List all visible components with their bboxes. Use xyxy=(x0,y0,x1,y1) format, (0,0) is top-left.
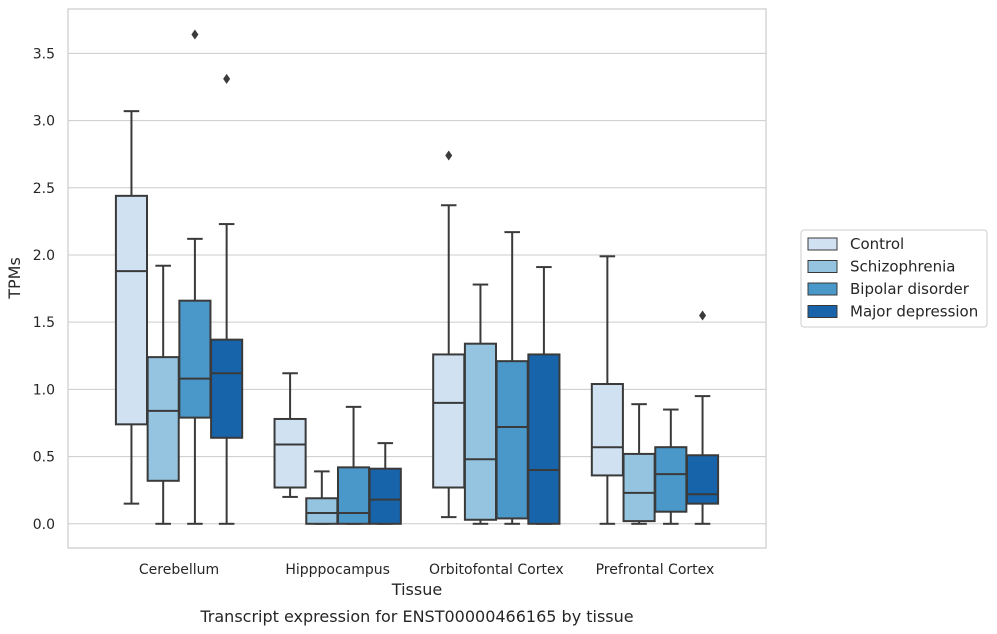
box-0-2 xyxy=(178,29,212,525)
box-1-2 xyxy=(336,405,371,525)
iqr-box xyxy=(495,360,529,520)
legend-label: Schizophrenia xyxy=(850,258,955,276)
box-3-1 xyxy=(622,403,656,525)
x-tick-label: Hipppocampus xyxy=(285,562,390,578)
box-2-3 xyxy=(527,266,561,525)
y-tick-label: 2.0 xyxy=(33,248,55,264)
legend-swatch xyxy=(807,260,838,273)
iqr-box xyxy=(146,356,180,482)
legend-label: Bipolar disorder xyxy=(850,280,970,298)
box-1-3 xyxy=(368,442,402,525)
outlier-point xyxy=(191,29,199,40)
y-tick-label: 0.0 xyxy=(33,517,55,533)
y-tick-label: 1.0 xyxy=(33,382,55,398)
iqr-box xyxy=(527,353,561,525)
y-tick-labels: 0.0 0.5 1.0 1.5 2.0 2.5 3.0 3.5 xyxy=(33,46,55,532)
legend-swatch xyxy=(807,282,838,296)
iqr-box xyxy=(654,446,688,513)
box-1-0 xyxy=(273,372,307,498)
x-axis-label: Tissue xyxy=(391,580,442,599)
x-tick-labels: Cerebellum Hipppocampus Orbitofontal Corte… xyxy=(139,562,714,578)
box-2-0 xyxy=(432,150,466,519)
iqr-box xyxy=(305,497,339,525)
x-tick-label: Orbitofontal Cortex xyxy=(429,562,564,578)
x-tick-label: Prefrontal Cortex xyxy=(596,562,715,578)
box-3-2 xyxy=(654,408,688,525)
box-0-1 xyxy=(146,264,180,525)
box-3-3 xyxy=(685,310,720,525)
iqr-box xyxy=(178,299,212,419)
y-tick-label: 1.5 xyxy=(33,315,55,331)
box-0-3 xyxy=(210,73,244,525)
outlier-point xyxy=(445,150,453,161)
box-2-1 xyxy=(463,283,498,525)
iqr-box xyxy=(114,194,149,426)
iqr-box xyxy=(432,353,466,489)
iqr-box xyxy=(368,467,402,525)
outlier-point xyxy=(699,310,707,321)
y-tick-label: 3.5 xyxy=(33,46,55,62)
box-2-2 xyxy=(495,231,529,525)
legend: Control Schizophrenia Bipolar disorder Majo… xyxy=(800,229,988,328)
y-tick-label: 0.5 xyxy=(33,450,55,466)
legend-swatch xyxy=(807,237,838,251)
y-axis-label: TPMs xyxy=(5,257,24,300)
box-3-0 xyxy=(590,255,624,525)
figure-caption: Transcript expression for ENST0000046616… xyxy=(199,607,633,626)
x-tick-label: Cerebellum xyxy=(139,562,219,578)
legend-label: Control xyxy=(850,235,904,253)
legend-label: Major depression xyxy=(850,303,978,321)
iqr-box xyxy=(590,383,624,477)
iqr-box xyxy=(210,338,244,439)
outlier-point xyxy=(223,73,231,84)
iqr-box xyxy=(463,342,498,521)
box-groups xyxy=(114,29,720,525)
legend-frame xyxy=(800,229,988,328)
iqr-box xyxy=(685,454,720,505)
iqr-box xyxy=(273,417,307,489)
legend-swatch xyxy=(807,305,838,318)
iqr-box xyxy=(336,466,371,525)
box-1-1 xyxy=(305,470,339,525)
iqr-box xyxy=(622,452,656,523)
box-0-0 xyxy=(114,110,149,505)
y-tick-label: 3.0 xyxy=(33,114,55,130)
y-tick-label: 2.5 xyxy=(33,181,55,197)
